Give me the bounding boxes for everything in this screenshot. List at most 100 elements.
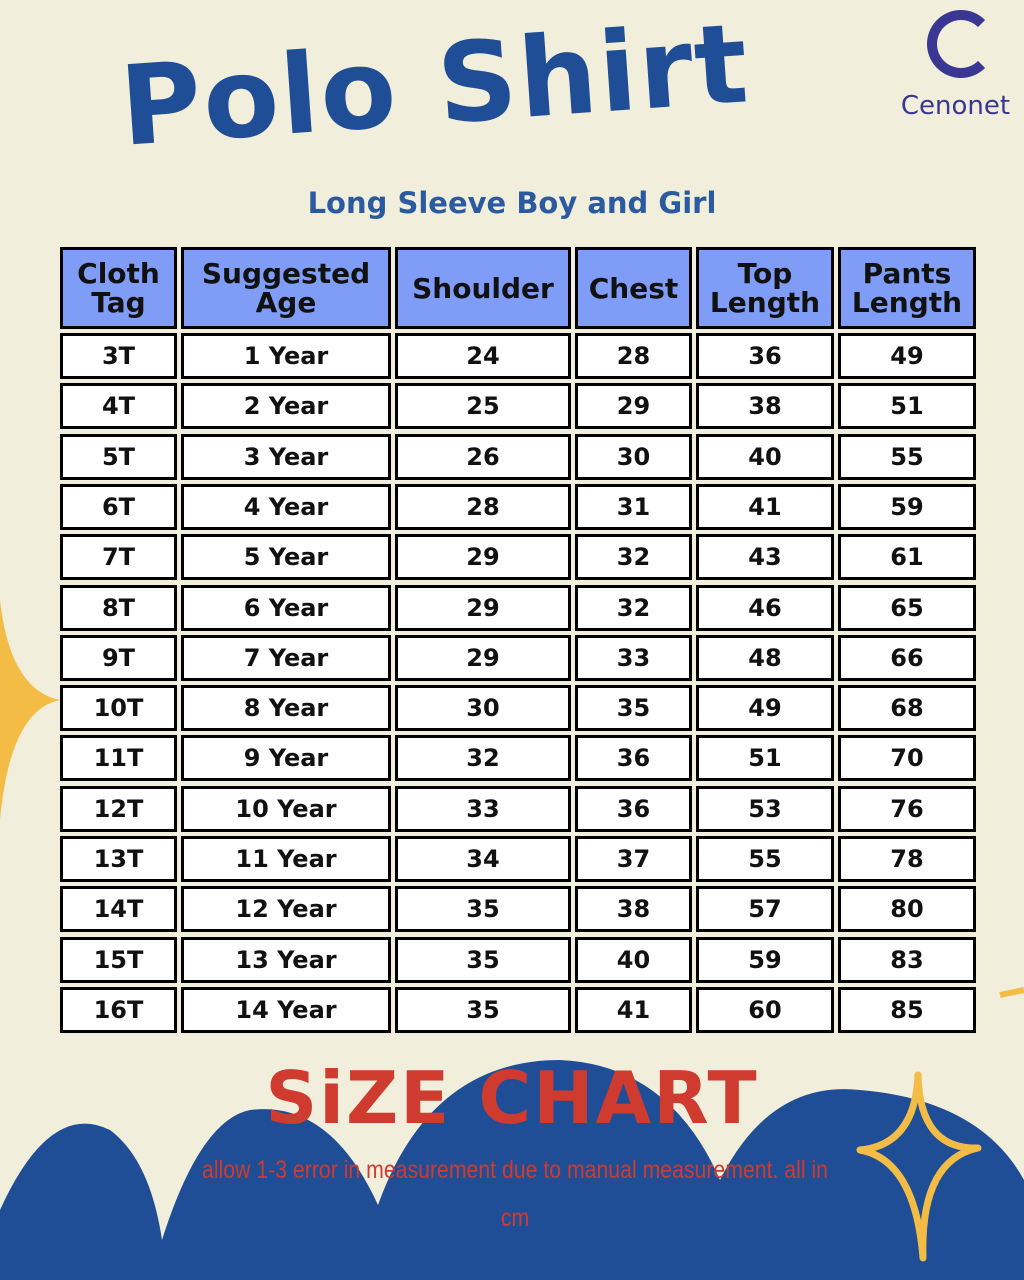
table-cell: 57 xyxy=(696,886,834,932)
table-cell: 16T xyxy=(60,987,177,1033)
table-cell: 29 xyxy=(395,585,571,631)
table-cell: 1 Year xyxy=(181,333,391,379)
table-cell: 24 xyxy=(395,333,571,379)
table-cell: 66 xyxy=(838,635,976,681)
brand-logo: Cenonet xyxy=(893,10,1018,120)
table-cell: 51 xyxy=(838,383,976,429)
star-right-decoration xyxy=(856,1071,982,1262)
column-header: Chest xyxy=(575,247,692,329)
column-header: Shoulder xyxy=(395,247,571,329)
table-cell: 5T xyxy=(60,434,177,480)
table-cell: 9T xyxy=(60,635,177,681)
table-cell: 30 xyxy=(575,434,692,480)
subtitle-text: Long Sleeve Boy and Girl xyxy=(307,186,717,220)
table-cell: 13 Year xyxy=(181,937,391,983)
table-cell: 34 xyxy=(395,836,571,882)
table-cell: 70 xyxy=(838,735,976,781)
table-cell: 32 xyxy=(395,735,571,781)
table-cell: 60 xyxy=(696,987,834,1033)
table-cell: 37 xyxy=(575,836,692,882)
table-cell: 5 Year xyxy=(181,534,391,580)
table-cell: 49 xyxy=(696,685,834,731)
table-cell: 8 Year xyxy=(181,685,391,731)
table-cell: 33 xyxy=(395,786,571,832)
table-cell: 41 xyxy=(575,987,692,1033)
table-cell: 59 xyxy=(838,484,976,530)
table-cell: 78 xyxy=(838,836,976,882)
table-cell: 35 xyxy=(395,937,571,983)
table-cell: 25 xyxy=(395,383,571,429)
table-cell: 65 xyxy=(838,585,976,631)
table-cell: 59 xyxy=(696,937,834,983)
table-cell: 29 xyxy=(395,534,571,580)
wave-decoration xyxy=(0,1060,1024,1280)
size-chart-heading: SiZE CHART xyxy=(265,1056,759,1140)
column-header: Cloth Tag xyxy=(60,247,177,329)
table-cell: 41 xyxy=(696,484,834,530)
page-subtitle: Long Sleeve Boy and Girl xyxy=(0,186,1024,220)
table-cell: 83 xyxy=(838,937,976,983)
star-left-decoration xyxy=(0,600,60,820)
table-cell: 6T xyxy=(60,484,177,530)
table-cell: 61 xyxy=(838,534,976,580)
column-header: Pants Length xyxy=(838,247,976,329)
table-cell: 13T xyxy=(60,836,177,882)
table-cell: 6 Year xyxy=(181,585,391,631)
table-cell: 30 xyxy=(395,685,571,731)
table-cell: 46 xyxy=(696,585,834,631)
table-cell: 11T xyxy=(60,735,177,781)
table-cell: 35 xyxy=(395,987,571,1033)
table-cell: 55 xyxy=(696,836,834,882)
table-cell: 40 xyxy=(696,434,834,480)
table-cell: 4 Year xyxy=(181,484,391,530)
table-cell: 40 xyxy=(575,937,692,983)
table-cell: 7 Year xyxy=(181,635,391,681)
table-cell: 49 xyxy=(838,333,976,379)
table-cell: 32 xyxy=(575,534,692,580)
baby-face-icon xyxy=(927,10,995,78)
table-cell: 10 Year xyxy=(181,786,391,832)
table-cell: 33 xyxy=(575,635,692,681)
table-cell: 38 xyxy=(696,383,834,429)
table-cell: 32 xyxy=(575,585,692,631)
table-cell: 26 xyxy=(395,434,571,480)
table-cell: 48 xyxy=(696,635,834,681)
table-cell: 35 xyxy=(395,886,571,932)
table-cell: 85 xyxy=(838,987,976,1033)
table-cell: 3T xyxy=(60,333,177,379)
table-cell: 28 xyxy=(575,333,692,379)
table-cell: 14 Year xyxy=(181,987,391,1033)
table-cell: 9 Year xyxy=(181,735,391,781)
table-cell: 7T xyxy=(60,534,177,580)
table-cell: 8T xyxy=(60,585,177,631)
table-cell: 80 xyxy=(838,886,976,932)
table-cell: 2 Year xyxy=(181,383,391,429)
table-cell: 31 xyxy=(575,484,692,530)
table-cell: 36 xyxy=(575,735,692,781)
table-cell: 29 xyxy=(575,383,692,429)
table-cell: 3 Year xyxy=(181,434,391,480)
table-cell: 38 xyxy=(575,886,692,932)
table-cell: 28 xyxy=(395,484,571,530)
table-cell: 43 xyxy=(696,534,834,580)
brand-name: Cenonet xyxy=(900,91,1011,121)
table-cell: 15T xyxy=(60,937,177,983)
table-cell: 14T xyxy=(60,886,177,932)
table-cell: 35 xyxy=(575,685,692,731)
table-cell: 55 xyxy=(838,434,976,480)
table-cell: 68 xyxy=(838,685,976,731)
table-cell: 76 xyxy=(838,786,976,832)
table-cell: 29 xyxy=(395,635,571,681)
table-cell: 53 xyxy=(696,786,834,832)
column-header: Top Length xyxy=(696,247,834,329)
table-cell: 51 xyxy=(696,735,834,781)
column-header: Suggested Age xyxy=(181,247,391,329)
table-cell: 36 xyxy=(575,786,692,832)
table-cell: 4T xyxy=(60,383,177,429)
table-cell: 12T xyxy=(60,786,177,832)
table-cell: 12 Year xyxy=(181,886,391,932)
table-cell: 11 Year xyxy=(181,836,391,882)
table-cell: 10T xyxy=(60,685,177,731)
table-cell: 36 xyxy=(696,333,834,379)
